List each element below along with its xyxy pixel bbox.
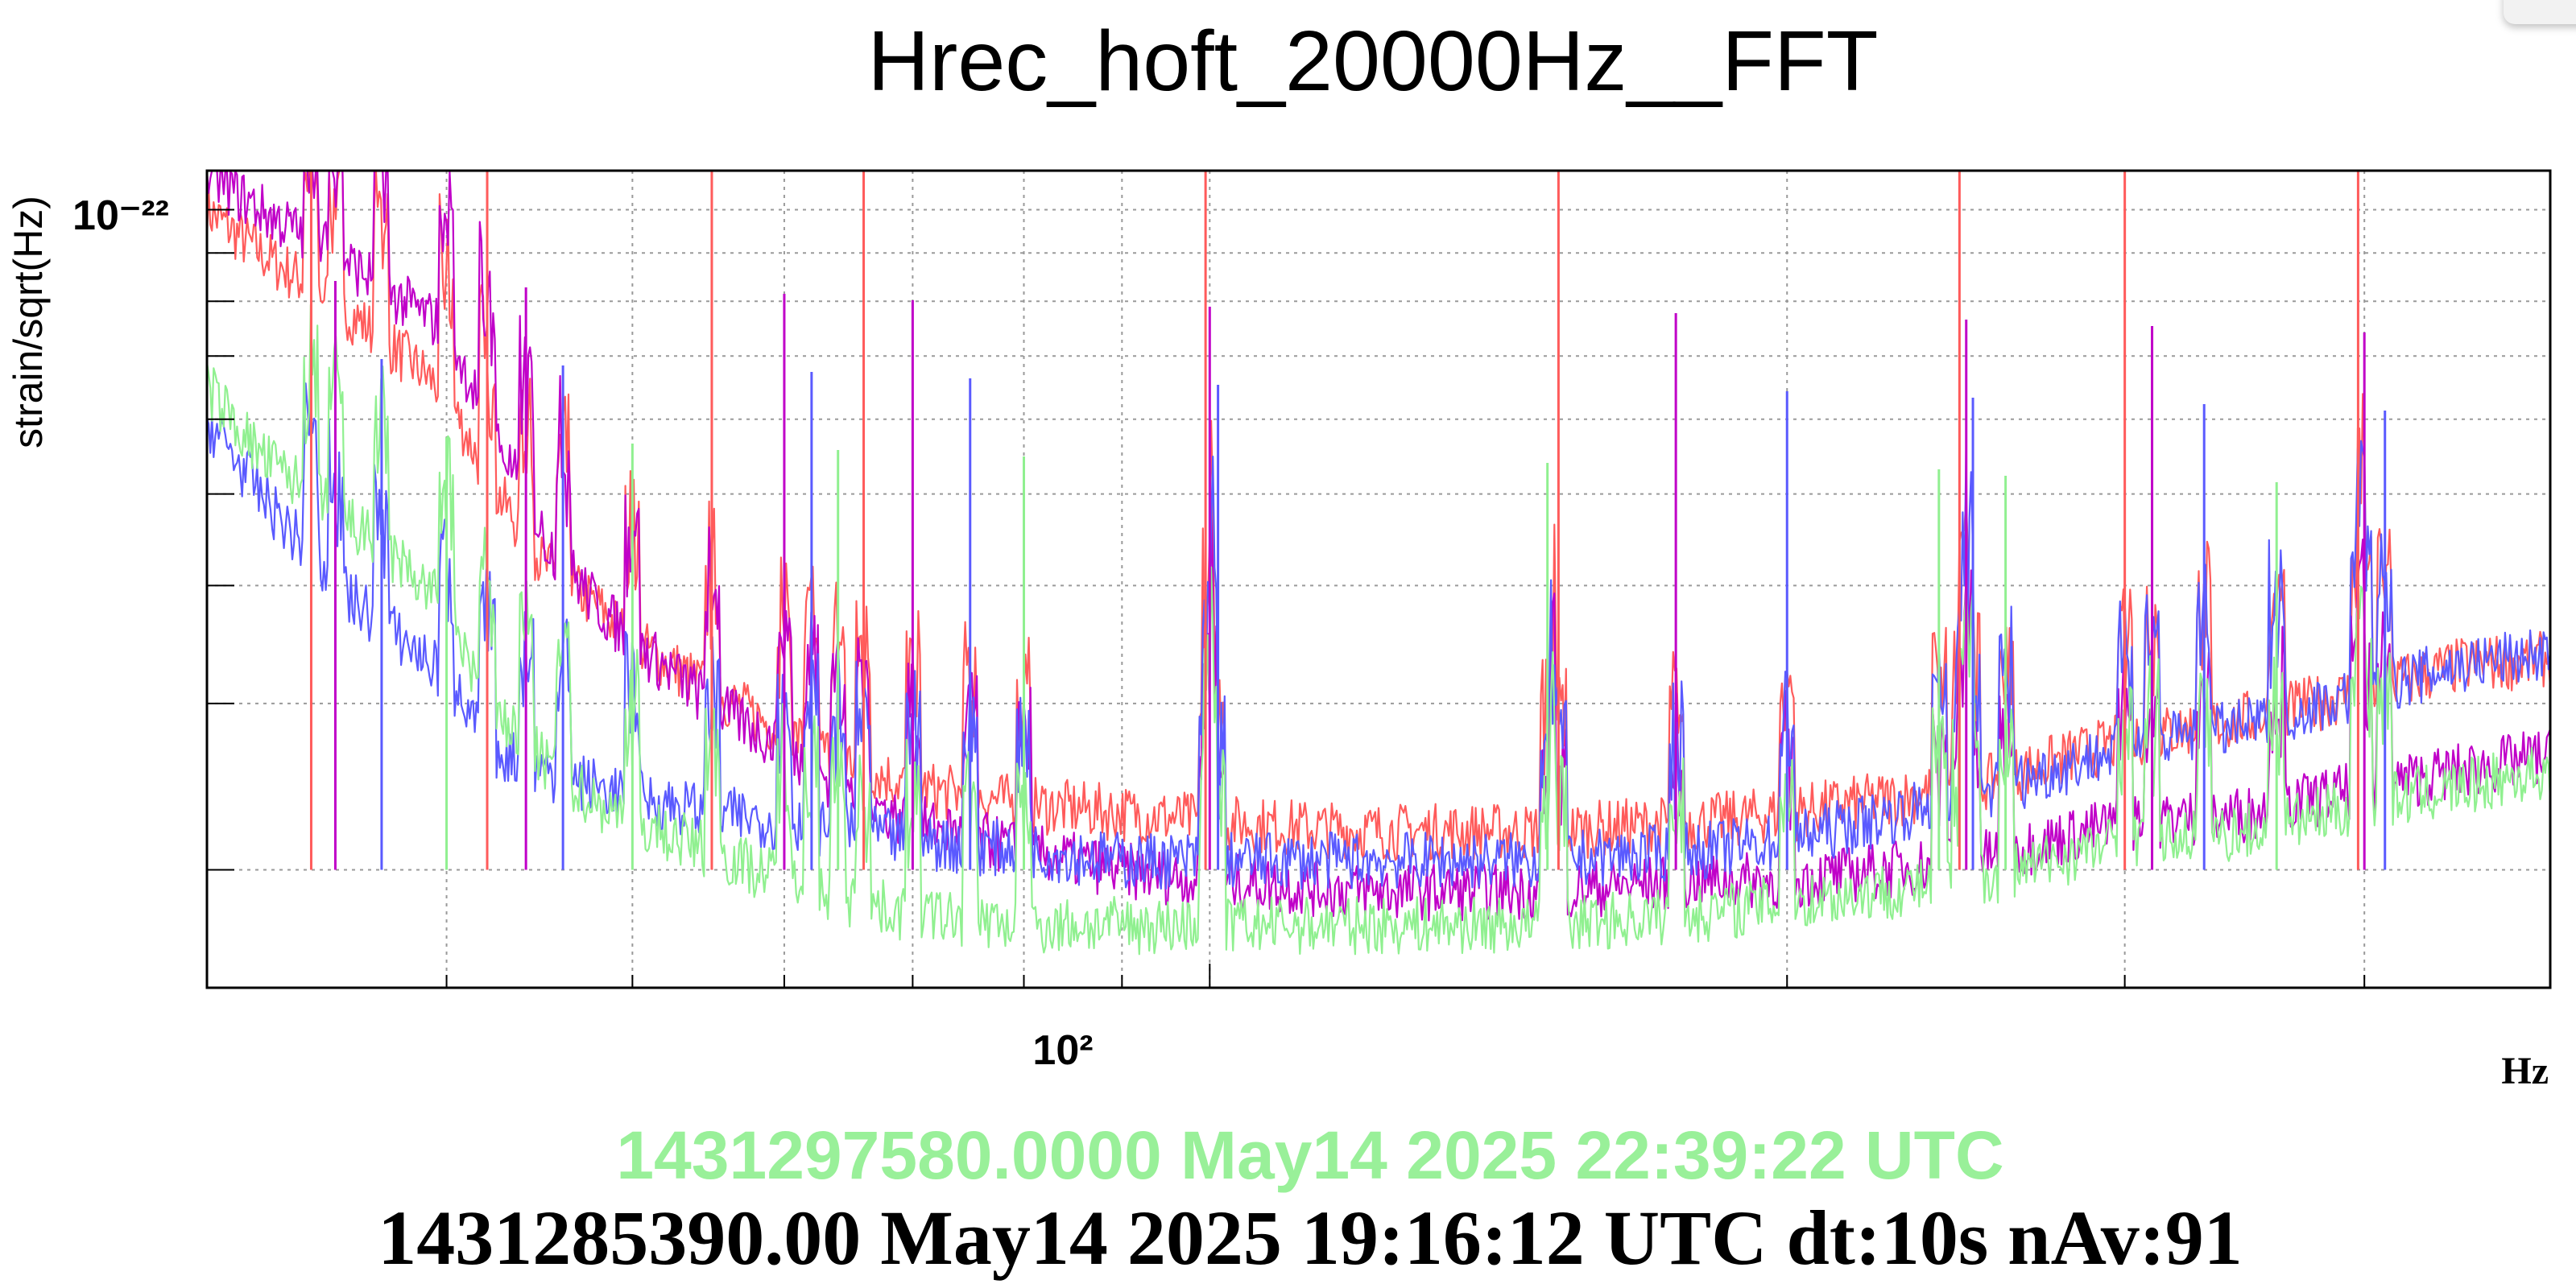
timestamp-secondary: 1431297580.0000 May14 2025 22:39:22 UTC xyxy=(616,1117,2003,1193)
spectrum-curves xyxy=(205,169,2552,956)
x-axis-label: Hz xyxy=(2501,1050,2549,1092)
window-corner-tab xyxy=(2504,0,2576,24)
y-tick-label: 10⁻²² xyxy=(72,192,169,239)
y-axis-label: strain/sqrt(Hz) xyxy=(6,196,51,448)
spectrum-series-0 xyxy=(205,169,2552,861)
timestamp-primary: 1431285390.00 May14 2025 19:16:12 UTC dt… xyxy=(378,1195,2242,1281)
spectrum-series-3 xyxy=(205,303,2552,956)
chart-title: Hrec_hoft_20000Hz__FFT xyxy=(868,14,1879,109)
spectral-lines xyxy=(309,171,2387,870)
plot-frame xyxy=(205,169,2552,989)
axis-ticks xyxy=(206,208,2551,988)
x-tick-label: 10² xyxy=(1032,1027,1093,1074)
